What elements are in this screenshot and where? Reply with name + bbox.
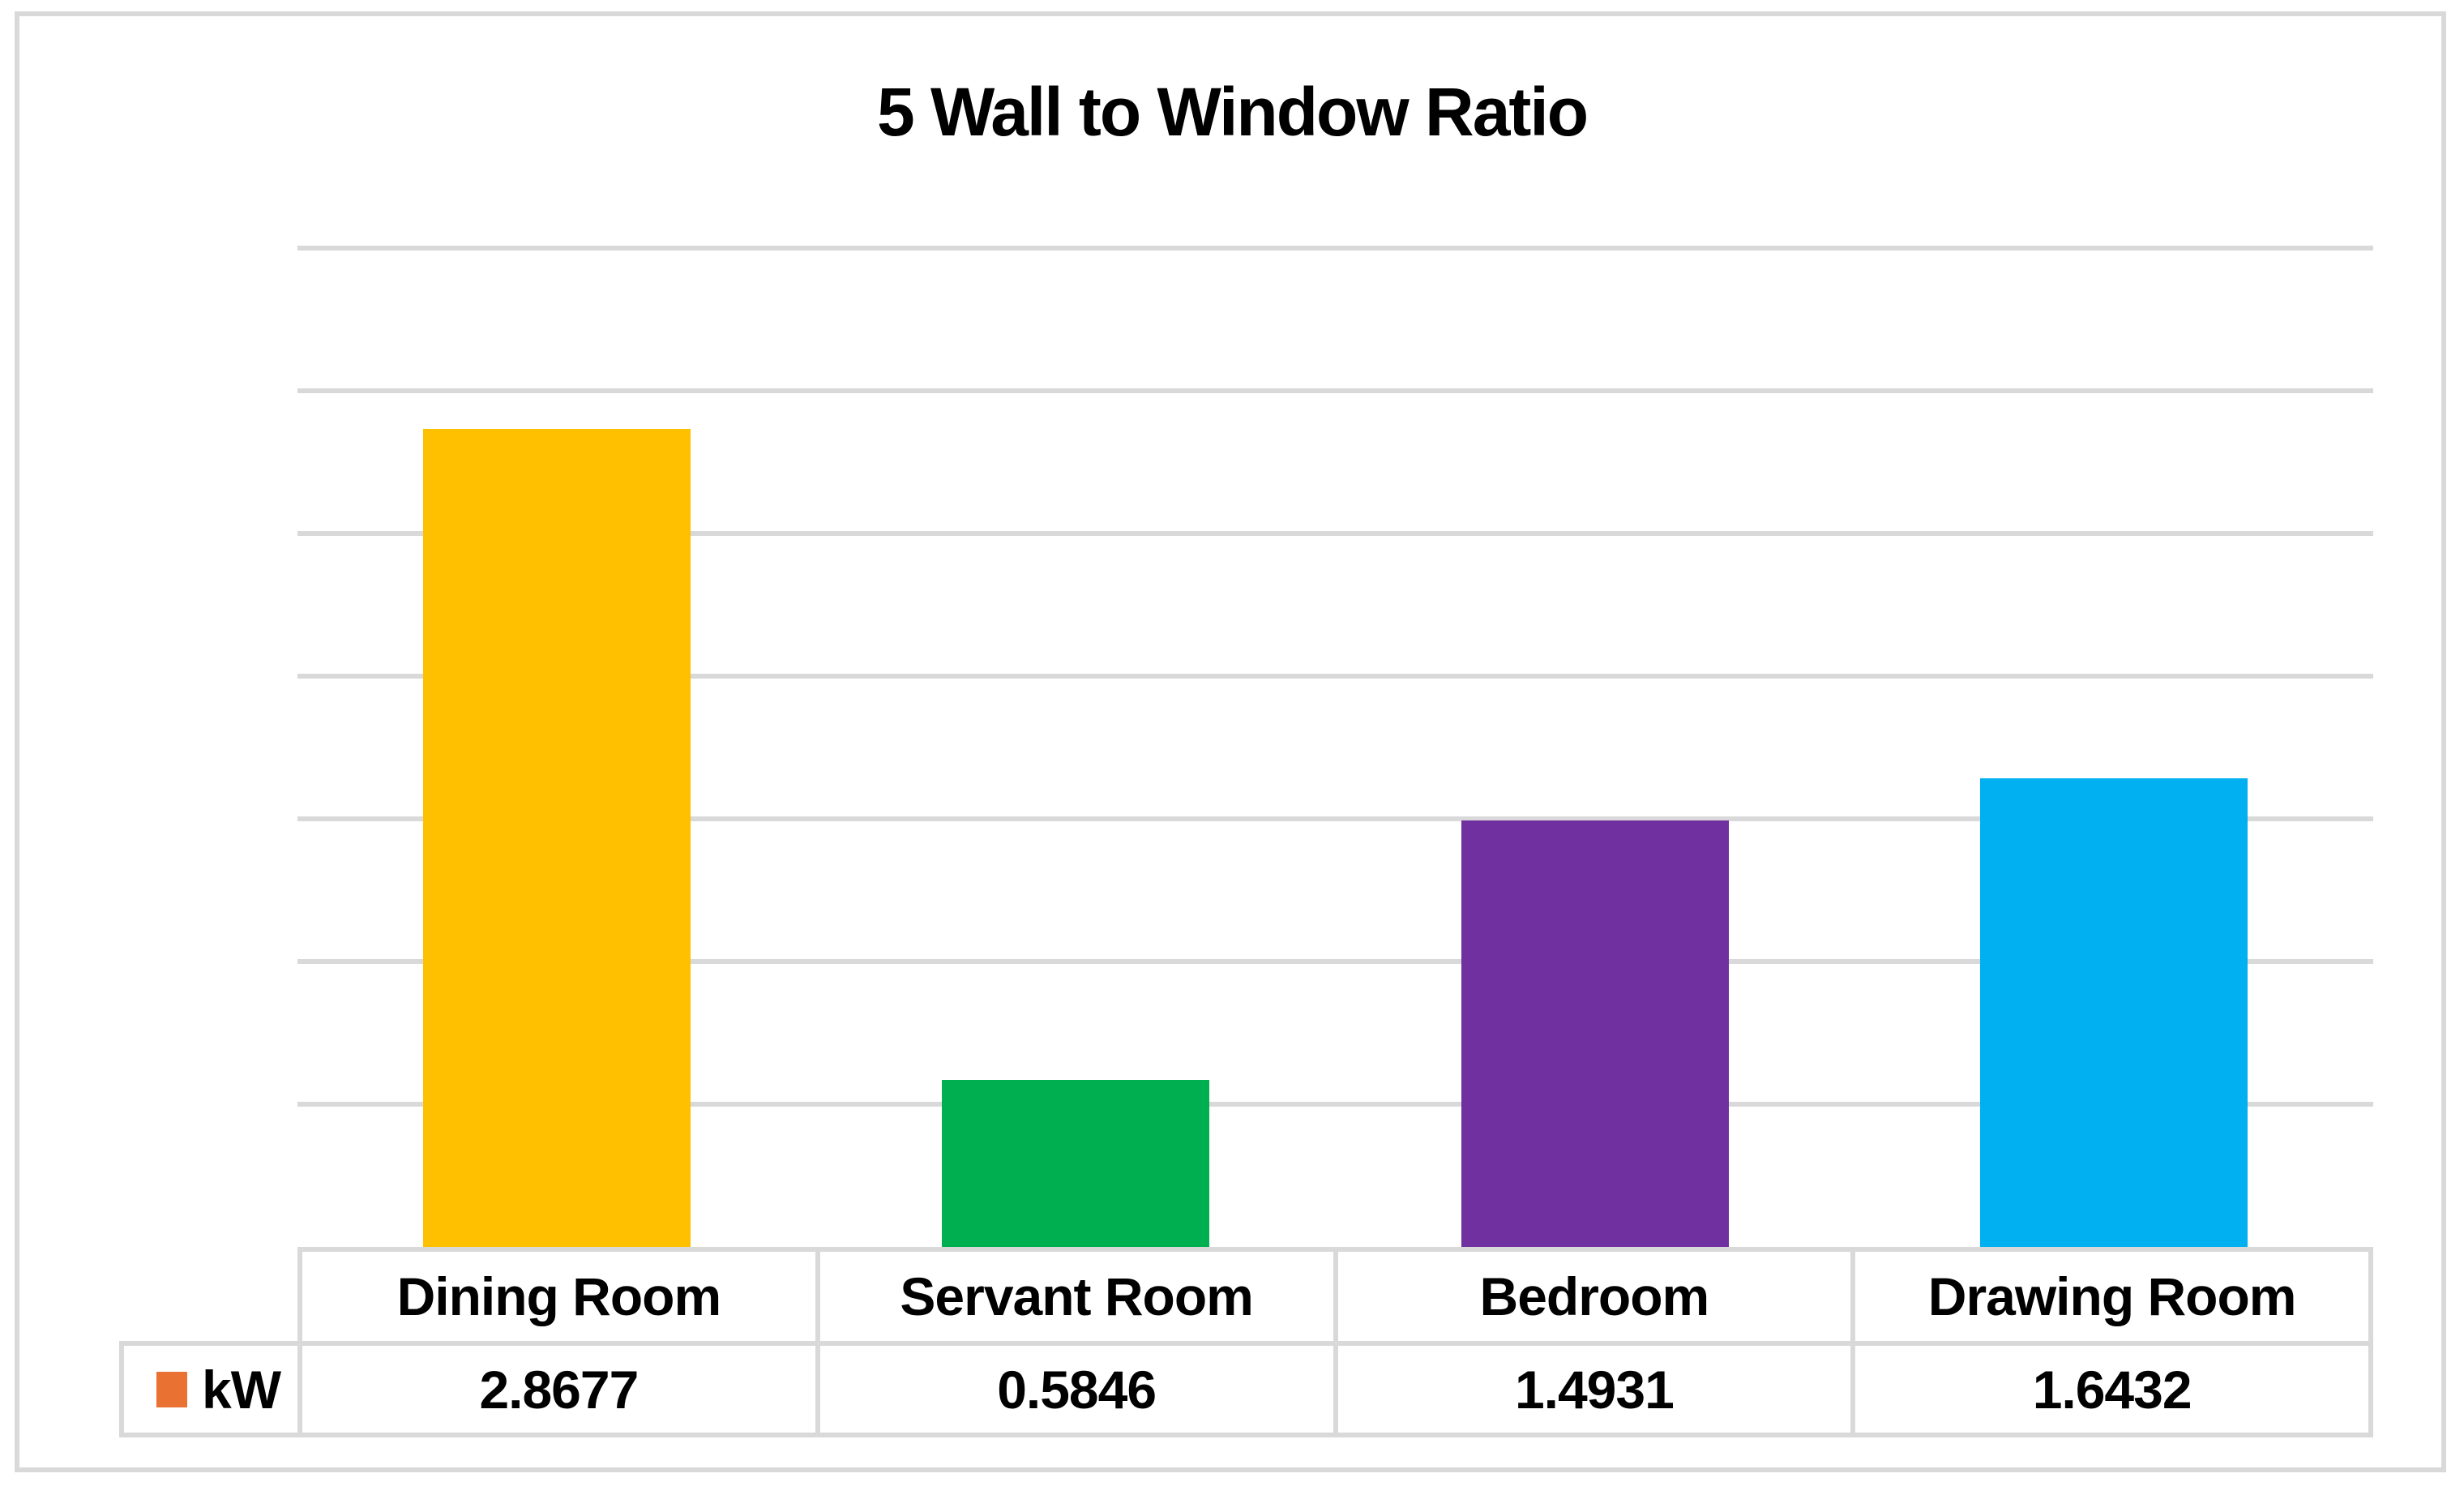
table-header-drawing-room: Drawing Room [1850, 1247, 2373, 1341]
chart-title[interactable]: 5 Wall to Window Ratio [876, 74, 1589, 150]
bar-bedroom[interactable] [1461, 820, 1729, 1247]
plot-area [297, 246, 2373, 1247]
gridline [297, 959, 2373, 965]
table-value-servant-room: 0.5846 [815, 1341, 1333, 1437]
table-value-bedroom: 1.4931 [1333, 1341, 1851, 1437]
gridline [297, 816, 2373, 821]
bar-dining-room[interactable] [423, 429, 691, 1247]
bar-drawing-room[interactable] [1979, 778, 2248, 1247]
gridline [297, 388, 2373, 393]
legend-key-cell: kW [119, 1341, 297, 1437]
gridline [297, 1102, 2373, 1107]
table-header-servant-room: Servant Room [815, 1247, 1333, 1341]
table-header-dining-room: Dining Room [297, 1247, 815, 1341]
table-value-drawing-room: 1.6432 [1850, 1341, 2373, 1437]
table-header-row: Dining Room Servant Room Bedroom Drawing Ro… [297, 1247, 2373, 1341]
gridline [297, 674, 2373, 679]
table-header-bedroom: Bedroom [1333, 1247, 1851, 1341]
legend-color-swatch [156, 1371, 187, 1407]
gridline [297, 246, 2373, 251]
table-value-row: kW 2.8677 0.5846 1.4931 1.6432 [119, 1341, 2373, 1437]
gridline [297, 531, 2373, 536]
table-value-dining-room: 2.8677 [297, 1341, 815, 1437]
bar-servant-room[interactable] [942, 1080, 1210, 1247]
data-table[interactable]: Dining Room Servant Room Bedroom Drawing Ro… [119, 1247, 2373, 1437]
series-label: kW [202, 1359, 281, 1420]
